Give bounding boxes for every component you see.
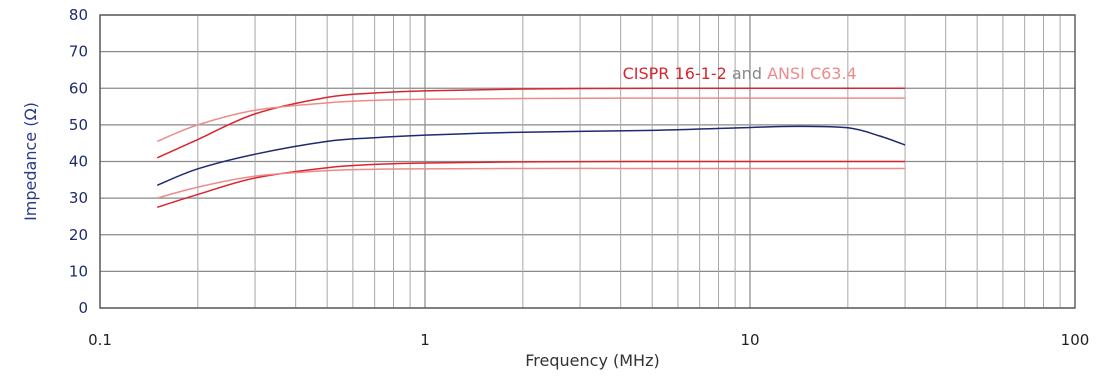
x-tick-label: 1 (420, 331, 430, 349)
legend-entry-cispr: CISPR 16-1-2 (623, 64, 727, 83)
x-tick-label: 0.1 (88, 331, 112, 349)
legend: CISPR 16-1-2 and ANSI C63.4 (587, 64, 882, 83)
x-axis-label: Frequency (MHz) (525, 351, 659, 370)
y-axis-label: Impedance (Ω) (21, 102, 40, 221)
legend-entry-and: and (727, 64, 767, 83)
y-tick-label: 80 (69, 6, 88, 24)
series-line-1 (156, 87, 906, 159)
x-tick-label: 100 (1061, 331, 1090, 349)
x-tick-labels: 0.1 1 10 100 (88, 331, 1089, 349)
series-group (156, 87, 906, 208)
y-tick-label: 30 (69, 189, 88, 207)
y-tick-label: 10 (69, 262, 88, 280)
y-tick-label: 40 (69, 153, 88, 171)
series-line-4 (157, 167, 906, 199)
y-tick-label: 20 (69, 226, 88, 244)
series-line-0 (156, 125, 906, 187)
legend-entry-ansi: ANSI C63.4 (767, 64, 857, 83)
y-tick-label: 60 (69, 79, 88, 97)
x-tick-label: 10 (740, 331, 759, 349)
y-tick-labels: 0 10 20 30 40 50 60 70 80 (69, 6, 88, 317)
y-tick-label: 50 (69, 116, 88, 134)
plot-frame (99, 14, 1076, 309)
y-tick-label: 0 (78, 299, 88, 317)
y-tick-label: 70 (69, 43, 88, 61)
series-line-2 (157, 160, 906, 208)
series-line-3 (156, 97, 906, 143)
